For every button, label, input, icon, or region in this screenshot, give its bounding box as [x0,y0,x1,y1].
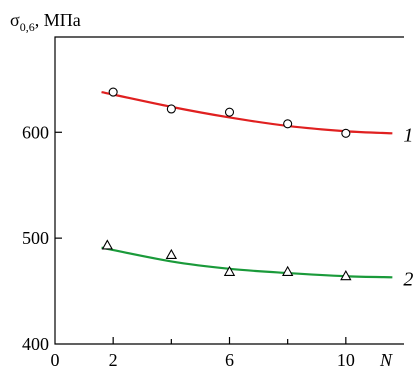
series-label-1: 1 [403,124,413,146]
marker-series-1 [166,104,176,114]
marker-series-1 [283,119,293,129]
y-tick-label: 600 [22,122,49,142]
fit-curve-series-1 [101,90,393,135]
marker-series-2 [340,270,352,281]
marker-series-2 [223,265,236,276]
x-tick-label: 2 [109,350,118,370]
axes-frame [54,36,404,345]
fit-curve-series-2 [101,246,393,279]
data-markers [101,87,352,281]
ticks [55,131,347,344]
x-tick-label: 0 [51,350,60,370]
marker-series-1 [224,107,235,117]
marker-series-1 [341,128,351,138]
y-axis-title-symbol: σ [10,10,20,30]
marker-series-2 [281,265,294,276]
y-tick-label: 500 [22,228,49,248]
x-tick-label: 10 [337,350,355,370]
marker-series-2 [101,239,114,250]
x-axis-label: N [379,350,393,370]
y-axis-title: σ0,6, МПа [10,10,81,34]
x-tick-label: 6 [225,350,234,370]
marker-series-1 [108,87,118,97]
y-tick-label: 400 [22,334,49,354]
fit-curves [101,90,393,279]
y-axis-title-subscript: 0,6 [20,20,35,34]
marker-series-2 [165,248,178,260]
y-axis-title-unit: , МПа [35,10,81,30]
series-label-2: 2 [403,268,413,290]
labels: 400 500 600 0 2 6 10 N 1 2 [22,122,413,370]
